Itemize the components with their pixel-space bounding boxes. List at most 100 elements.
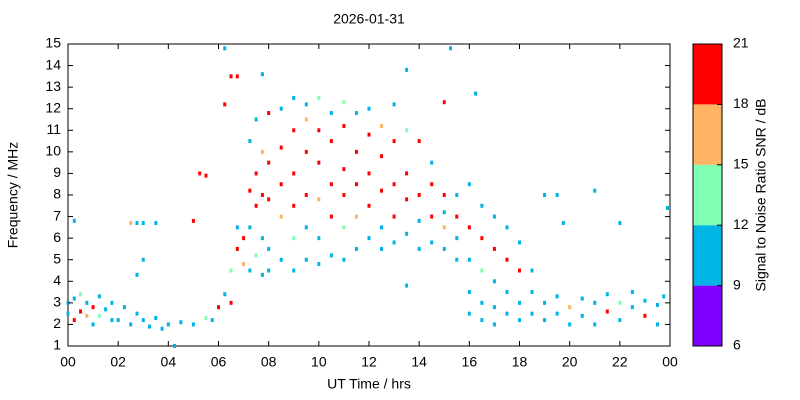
colorbar-segment [693, 285, 722, 346]
point [342, 123, 346, 128]
point [505, 225, 509, 230]
point [518, 240, 521, 245]
point [354, 111, 358, 116]
plot-frame [67, 43, 671, 347]
colorbar-tick-label: 21 [733, 35, 749, 51]
point [480, 318, 484, 323]
point [380, 225, 384, 230]
point [204, 173, 208, 178]
colorbar-segment [693, 104, 722, 165]
point [141, 257, 145, 262]
point [630, 305, 634, 310]
point [442, 193, 446, 197]
point [191, 322, 195, 327]
point [467, 290, 471, 295]
x-tick-label: 10 [311, 354, 327, 370]
point [417, 246, 421, 251]
y-tick-label: 11 [46, 121, 61, 137]
point [223, 102, 227, 107]
x-tick-label: 02 [110, 354, 126, 370]
point [160, 326, 164, 331]
point [135, 272, 139, 277]
point [618, 300, 622, 305]
point [354, 214, 358, 219]
point [492, 322, 496, 327]
point [304, 193, 308, 197]
point [354, 149, 358, 154]
point [110, 300, 114, 305]
point [405, 231, 409, 236]
y-tick-label: 13 [45, 78, 61, 94]
point [480, 203, 484, 208]
point [317, 95, 321, 100]
x-tick-label: 04 [161, 354, 177, 370]
point [643, 313, 647, 318]
point [492, 279, 496, 284]
point [329, 253, 333, 258]
point [342, 167, 346, 172]
x-tick-label: 12 [361, 354, 377, 370]
point [317, 128, 321, 133]
point [505, 257, 509, 262]
point [405, 128, 409, 133]
point [505, 311, 509, 316]
point [492, 246, 496, 251]
point [662, 294, 666, 299]
point [618, 318, 622, 323]
y-tick-label: 1 [53, 337, 61, 353]
point [467, 182, 471, 187]
point [292, 268, 296, 273]
point [449, 46, 453, 51]
point [580, 313, 584, 318]
point [279, 182, 283, 187]
point [179, 320, 183, 325]
y-tick-label: 4 [53, 272, 61, 288]
point [317, 160, 321, 165]
point [455, 193, 459, 197]
point [129, 322, 133, 327]
point [655, 303, 659, 308]
point [223, 292, 227, 297]
point [304, 102, 308, 107]
point [342, 257, 346, 262]
y-tick-label: 12 [45, 99, 61, 115]
point [248, 268, 252, 273]
point [292, 203, 296, 208]
point [260, 272, 264, 277]
point [367, 132, 371, 137]
point [141, 318, 145, 323]
point [91, 305, 95, 310]
x-tick-label: 00 [662, 354, 678, 370]
point [467, 257, 471, 262]
point [430, 214, 434, 219]
x-tick-label: 06 [211, 354, 227, 370]
point [392, 214, 396, 219]
point [455, 257, 459, 262]
y-tick-label: 14 [45, 56, 61, 72]
point [417, 139, 421, 144]
point [148, 324, 152, 329]
point [166, 322, 170, 327]
point [154, 221, 158, 226]
point [505, 290, 509, 295]
point [492, 305, 496, 310]
point [543, 300, 547, 305]
point [568, 305, 572, 310]
point [329, 111, 333, 116]
point [317, 262, 321, 267]
x-tick-label: 16 [462, 354, 478, 370]
point [580, 296, 584, 301]
point [405, 171, 409, 176]
point [116, 318, 120, 323]
colorbar-segment [693, 164, 722, 226]
point [72, 296, 76, 301]
point [480, 268, 484, 273]
point [492, 214, 496, 219]
point [254, 117, 258, 122]
point [593, 300, 597, 305]
point [417, 218, 421, 223]
point [91, 322, 95, 327]
point [267, 160, 271, 165]
point [665, 205, 669, 210]
point [97, 294, 101, 299]
